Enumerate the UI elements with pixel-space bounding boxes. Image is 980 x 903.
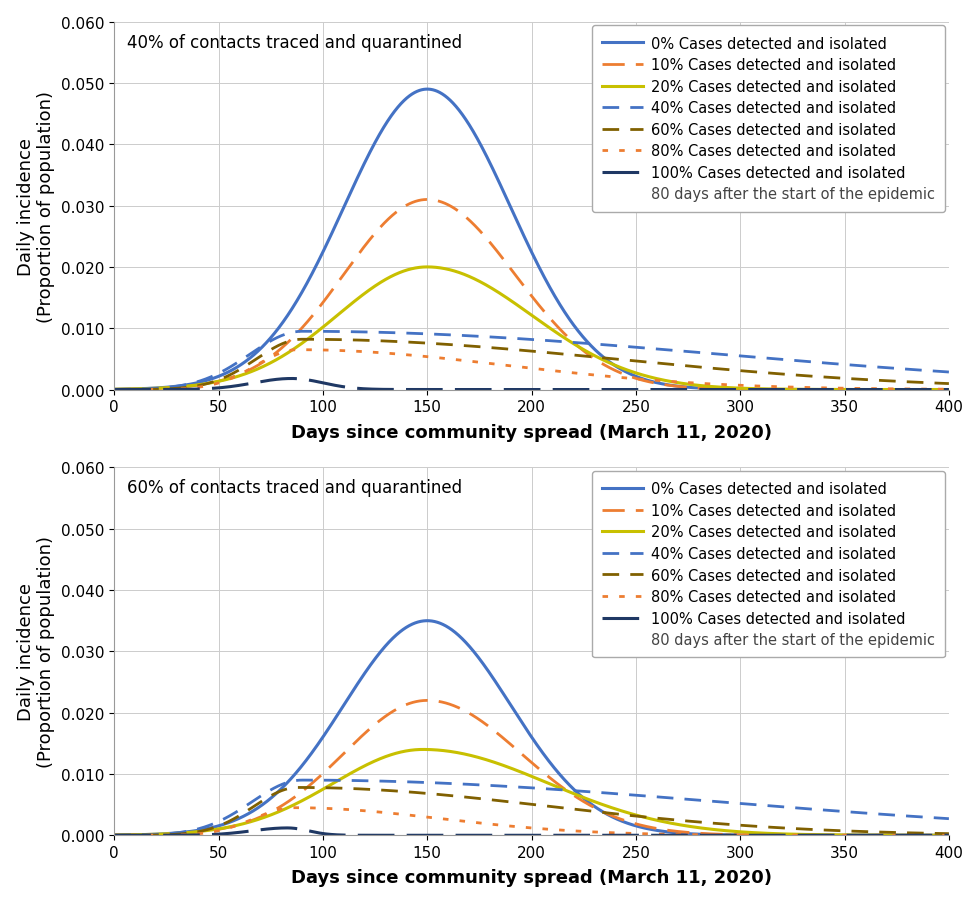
Text: 40% of contacts traced and quarantined: 40% of contacts traced and quarantined	[126, 33, 462, 51]
X-axis label: Days since community spread (March 11, 2020): Days since community spread (March 11, 2…	[291, 424, 772, 441]
X-axis label: Days since community spread (March 11, 2020): Days since community spread (March 11, 2…	[291, 869, 772, 887]
Y-axis label: Daily incidence
(Proportion of population): Daily incidence (Proportion of populatio…	[17, 90, 56, 322]
Legend: 0% Cases detected and isolated, 10% Cases detected and isolated, 20% Cases detec: 0% Cases detected and isolated, 10% Case…	[592, 471, 945, 657]
Y-axis label: Daily incidence
(Proportion of population): Daily incidence (Proportion of populatio…	[17, 535, 56, 768]
Text: 60% of contacts traced and quarantined: 60% of contacts traced and quarantined	[126, 479, 462, 497]
Legend: 0% Cases detected and isolated, 10% Cases detected and isolated, 20% Cases detec: 0% Cases detected and isolated, 10% Case…	[592, 26, 945, 212]
